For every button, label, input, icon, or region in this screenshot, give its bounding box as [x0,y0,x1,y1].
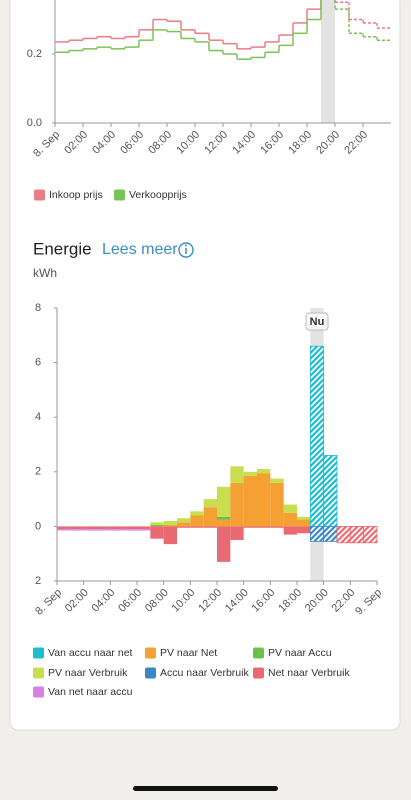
now-label: Nu [310,316,325,328]
energy-bar [243,471,257,476]
info-icon[interactable] [178,242,194,258]
card [9,0,401,731]
energy-bar [323,455,338,527]
energy-bar [230,466,244,483]
energy-bar [137,529,151,531]
legend-swatch [33,647,44,659]
energy-bar [123,529,137,531]
energy-bar [203,499,217,508]
energy-bar [190,515,204,527]
energy-bar [163,520,177,526]
energy-bar [336,526,351,544]
energy-bar [243,526,257,528]
energy-bar [177,518,191,523]
y-tick-label: 6 [35,357,41,369]
legend-label: PV naar Accu [268,647,332,659]
energy-bar [83,526,97,530]
energy-bar [110,529,124,531]
energy-bar [243,475,257,527]
section-title: Energie [33,239,92,258]
y-axis-unit: kWh [33,266,57,280]
energy-bar [150,526,164,539]
energy-bar [297,526,311,534]
legend-swatch [253,667,264,679]
energy-bar [309,345,325,527]
energy-bar [323,526,338,542]
legend-swatch [253,647,264,659]
y-tick-label: 0.0 [27,117,42,129]
y-tick-label: 4 [35,411,41,423]
energy-bar [283,526,297,535]
energy-bar [283,512,297,527]
energy-bar [177,522,191,527]
energy-bar [57,529,71,531]
y-tick-label: 0 [35,520,41,532]
energy-bar [97,526,111,530]
energy-bar [257,473,271,527]
read-more-link[interactable]: Lees meer [102,241,178,258]
energy-bar [217,526,231,562]
energy-bar [309,526,325,542]
home-indicator [133,786,278,791]
energy-bar [97,529,111,531]
energy-bar [230,482,244,527]
legend-label: Van accu naar net [48,647,133,659]
now-badge [305,312,329,331]
y-tick-label: 0.2 [27,48,42,60]
energy-bar [363,526,378,544]
legend-swatch [33,667,44,679]
energy-bar [257,526,271,528]
energy-bar [150,522,164,526]
legend-label: PV naar Net [160,647,217,659]
legend-label: Accu naar Verbruik [160,667,249,679]
y-tick-label: 2 [35,575,41,587]
energy-bar [270,478,284,483]
energy-bar [190,511,204,516]
energy-bar [83,529,97,531]
legend-label: Net naar Verbruik [268,667,350,679]
energy-bar [297,519,311,527]
energy-bar [110,526,124,530]
y-tick-label: 2 [35,466,41,478]
legend-swatch [34,189,45,201]
energy-bar [270,482,284,527]
legend-label: PV naar Verbruik [48,667,128,679]
energy-bar [163,526,177,545]
energy-bar [283,504,297,513]
energy-bar [203,507,217,527]
legend-label: Inkoop prijs [49,189,103,201]
energy-bar [137,526,151,530]
energy-bar [190,526,204,528]
energy-bar [230,526,244,541]
legend-swatch [114,189,125,201]
energy-bar [349,526,365,544]
legend-label: Verkoopprijs [129,189,187,201]
now-band [321,0,335,123]
energy-bar [70,526,84,530]
legend-swatch [33,686,44,698]
energy-bar [270,526,284,528]
energy-bar [217,519,231,527]
legend-label: Van net naar accu [48,686,133,698]
energy-bar [217,486,231,517]
energy-bar [57,526,71,530]
legend-swatch [145,647,156,659]
energy-bar [217,516,231,520]
energy-bar [203,526,217,528]
energy-bar [150,525,164,527]
energy-bar [177,526,191,528]
energy-bar [123,526,137,530]
y-tick-label: 8 [35,302,41,314]
legend-swatch [145,667,156,679]
energy-bar [297,516,311,520]
energy-bar [70,529,84,531]
energy-bar [163,525,177,527]
energy-bar [257,469,271,474]
